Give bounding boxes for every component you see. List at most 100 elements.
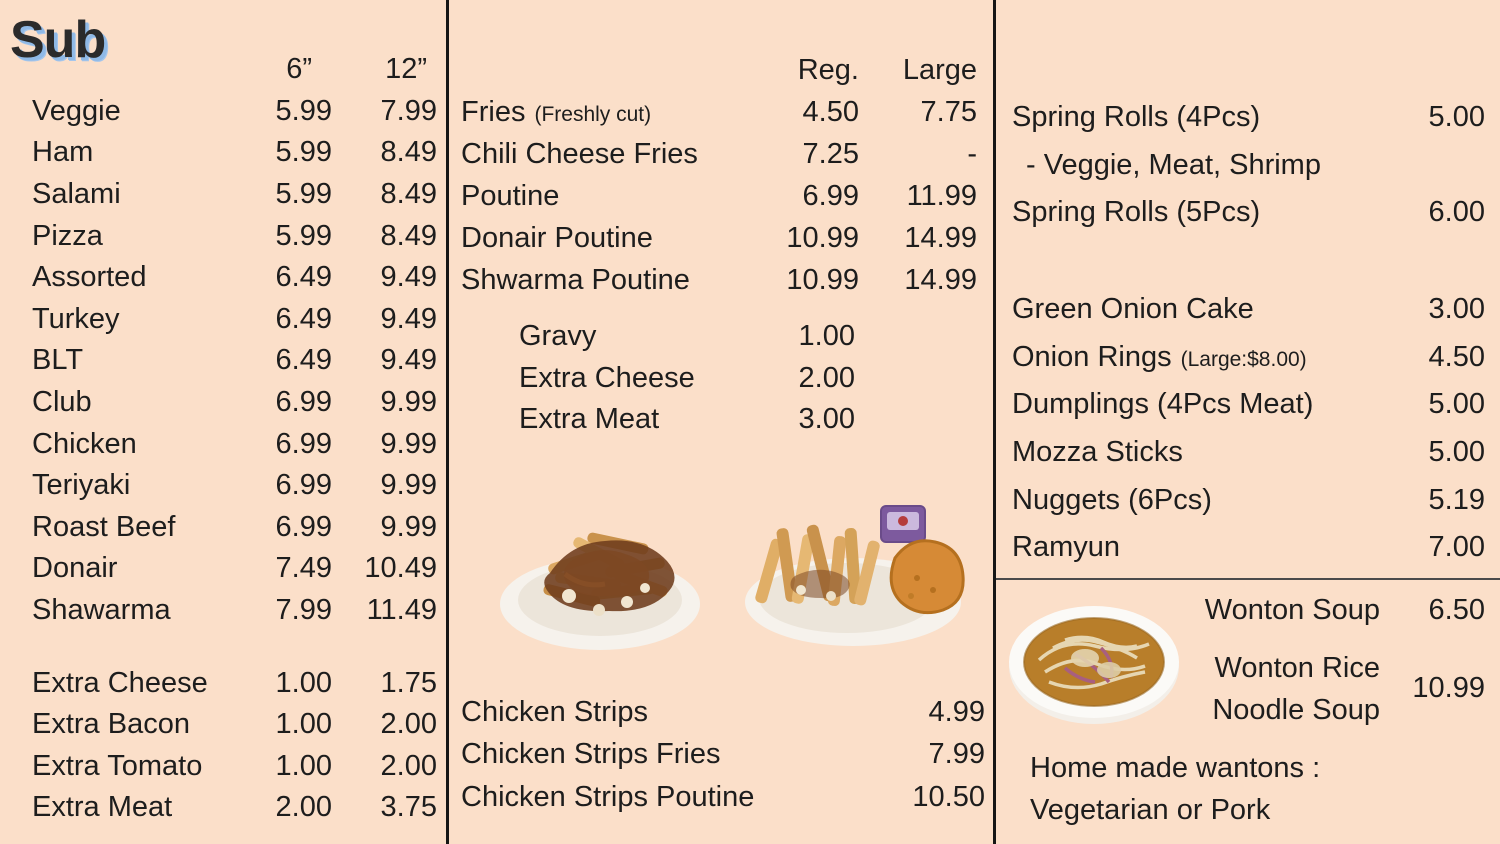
- item-name: Roast Beef: [32, 510, 176, 543]
- item-price-large: 7.75: [920, 95, 977, 128]
- column-divider: [446, 0, 449, 844]
- addon-name: Extra Meat: [519, 403, 660, 436]
- item-price-12in: 2.00: [380, 749, 437, 782]
- menu-item-row: Donair Poutine 10.99 14.99: [449, 217, 993, 259]
- item-name: Teriyaki: [32, 469, 131, 502]
- item-price-6in: 5.99: [275, 219, 332, 252]
- wonton-rice-noodle-soup-name-line1: Wonton Rice: [1214, 652, 1381, 684]
- addon-price: 3.00: [798, 403, 855, 436]
- item-price-large: 11.99: [906, 179, 977, 212]
- fries-section: Reg. Large Fries (Freshly cut) 4.50 7.75 Ch…: [449, 0, 993, 844]
- menu-item-row: Salami 5.99 8.49: [0, 174, 446, 216]
- size-header-12in: 12”: [385, 53, 427, 86]
- item-price-12in: 8.49: [380, 219, 437, 252]
- item-price-12in: 9.99: [380, 510, 437, 543]
- soup-section-divider: [996, 578, 1500, 580]
- homemade-wontons-note-line1: Home made wantons :: [1030, 752, 1321, 784]
- item-name: Spring Rolls (4Pcs): [1012, 101, 1261, 134]
- menu-item-row: Pizza 5.99 8.49: [0, 215, 446, 257]
- item-name: Extra Meat: [32, 791, 173, 824]
- spring-rolls-table: Spring Rolls (4Pcs) 5.00 - Veggie, Meat, …: [996, 94, 1500, 237]
- menu-item-row: Chicken Strips 4.99: [449, 691, 993, 734]
- menu-item-row: Extra Tomato 1.00 2.00: [0, 746, 446, 788]
- item-name: Chicken Strips Poutine: [461, 780, 755, 813]
- addon-name: Extra Cheese: [519, 361, 695, 394]
- item-price-12in: 11.49: [366, 594, 437, 627]
- item-price-12in: 8.49: [380, 136, 437, 169]
- appetizer-items-table: Green Onion Cake 3.00 Onion Rings (Large:$…: [996, 286, 1500, 572]
- poutine-addons-table: Gravy 1.00 Extra Cheese 2.00 Extra Meat 3.0…: [449, 316, 993, 441]
- item-price-12in: 9.99: [380, 427, 437, 460]
- item-name: Ramyun: [1012, 531, 1120, 564]
- menu-item-row: Chicken Strips Fries 7.99: [449, 734, 993, 777]
- item-price-6in: 7.49: [275, 552, 332, 585]
- addon-price: 2.00: [798, 361, 855, 394]
- size-header-large: Large: [902, 53, 977, 86]
- item-name: Shwarma Poutine: [461, 263, 690, 296]
- menu-item-row: Poutine 6.99 11.99: [449, 175, 993, 217]
- item-name: Turkey: [32, 302, 120, 335]
- column-divider: [993, 0, 996, 844]
- menu-item-row: Green Onion Cake 3.00: [996, 286, 1500, 334]
- item-price: 7.00: [1428, 531, 1485, 564]
- item-name: Extra Tomato: [32, 749, 203, 782]
- item-price-12in: 8.49: [380, 178, 437, 211]
- menu-item-row: Assorted 6.49 9.49: [0, 257, 446, 299]
- chicken-strips-table: Chicken Strips 4.99 Chicken Strips Fries 7…: [449, 691, 993, 819]
- item-name: Onion Rings: [1012, 340, 1172, 373]
- item-price-6in: 6.99: [275, 386, 332, 419]
- item-price: 3.00: [1428, 293, 1485, 326]
- menu-item-row: Mozza Sticks 5.00: [996, 429, 1500, 477]
- item-name: Dumplings (4Pcs Meat): [1012, 388, 1314, 421]
- item-price-large: 14.99: [904, 263, 977, 296]
- menu-item-row: Club 6.99 9.99: [0, 382, 446, 424]
- menu-item-row: Dumplings (4Pcs Meat) 5.00: [996, 381, 1500, 429]
- item-price-6in: 1.00: [275, 749, 332, 782]
- menu-item-row: Nuggets (6Pcs) 5.19: [996, 476, 1500, 524]
- item-price-12in: 9.49: [380, 261, 437, 294]
- item-name: Nuggets (6Pcs): [1012, 483, 1212, 516]
- item-price: 4.50: [1428, 340, 1485, 373]
- menu-item-row: Extra Meat 2.00 3.75: [0, 787, 446, 829]
- item-name: Shawarma: [32, 594, 171, 627]
- menu-item-row: Turkey 6.49 9.49: [0, 299, 446, 341]
- item-price-regular: 6.99: [802, 179, 859, 212]
- addon-row: Extra Cheese 2.00: [449, 358, 993, 400]
- item-note: (Freshly cut): [534, 102, 652, 126]
- sub-section-title: Sub: [10, 11, 106, 69]
- item-name: Poutine: [461, 179, 560, 212]
- item-variants-note: - Veggie, Meat, Shrimp: [1026, 148, 1321, 181]
- menu-item-row: Veggie 5.99 7.99: [0, 91, 446, 133]
- sub-size-header-row: 6” 12”: [0, 49, 446, 91]
- item-price: 5.00: [1428, 436, 1485, 469]
- item-price-12in: 9.49: [380, 344, 437, 377]
- item-price-large: 14.99: [904, 221, 977, 254]
- item-name: Spring Rolls (5Pcs): [1012, 196, 1261, 229]
- item-price-6in: 6.49: [275, 261, 332, 294]
- item-price-6in: 5.99: [275, 94, 332, 127]
- addon-price: 1.00: [798, 320, 855, 353]
- item-price-6in: 7.99: [275, 594, 332, 627]
- item-price-6in: 6.49: [275, 302, 332, 335]
- menu-item-row: Shwarma Poutine 10.99 14.99: [449, 259, 993, 301]
- wonton-rice-noodle-soup-price: 10.99: [1412, 672, 1485, 704]
- item-price: 10.50: [912, 780, 985, 813]
- wonton-rice-noodle-soup-name-line2: Noodle Soup: [1212, 694, 1380, 726]
- menu-item-row: Roast Beef 6.99 9.99: [0, 507, 446, 549]
- item-price-regular: 10.99: [786, 263, 859, 296]
- homemade-wontons-note-line2: Vegetarian or Pork: [1030, 794, 1271, 826]
- item-price-6in: 6.99: [275, 510, 332, 543]
- item-price: 6.00: [1428, 196, 1485, 229]
- size-header-regular: Reg.: [797, 53, 859, 86]
- item-price-12in: 10.49: [364, 552, 437, 585]
- item-price-regular: 10.99: [786, 221, 859, 254]
- menu-item-row: Chili Cheese Fries 7.25 -: [449, 133, 993, 175]
- menu-item-row: Donair 7.49 10.49: [0, 548, 446, 590]
- item-name: Donair Poutine: [461, 221, 653, 254]
- size-header-6in: 6”: [286, 53, 312, 86]
- item-price-6in: 6.99: [275, 427, 332, 460]
- addon-row: Gravy 1.00: [449, 316, 993, 358]
- item-price-6in: 6.49: [275, 344, 332, 377]
- item-name: Donair: [32, 552, 118, 585]
